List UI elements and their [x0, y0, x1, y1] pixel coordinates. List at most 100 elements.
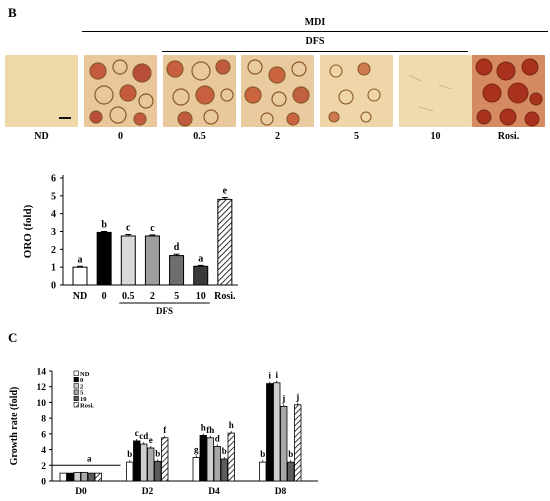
y-tick-label: 4 [51, 209, 56, 220]
micrograph-nd [5, 55, 78, 127]
bar [80, 471, 88, 482]
micrograph-label: 0.5 [193, 131, 206, 142]
y-tick-label: 6 [41, 430, 46, 440]
bar [120, 235, 136, 286]
significance-letter: a [78, 254, 83, 265]
micrograph-2 [241, 55, 314, 127]
y-tick-label: 2 [51, 245, 56, 256]
y-tick-label: 14 [37, 368, 47, 378]
micrograph-0 [84, 55, 157, 127]
y-tick-label: 6 [51, 174, 56, 185]
significance-letter: c [150, 223, 155, 234]
dfs-group-label: DFS [156, 306, 173, 316]
significance-letter: c [126, 223, 131, 234]
y-tick-label: 4 [41, 446, 46, 456]
bar [59, 472, 67, 482]
significance-letter: a [198, 253, 203, 264]
significance-letter: i [275, 370, 278, 380]
y-tick-label: 5 [51, 191, 56, 202]
bar [144, 235, 160, 286]
mdi-line [82, 31, 548, 32]
bar [220, 458, 228, 482]
bar [169, 255, 185, 286]
legend-swatch [73, 395, 79, 402]
y-axis-label: ORO (fold) [22, 204, 34, 258]
significance-letter: f [163, 425, 167, 435]
scale-bar [59, 117, 71, 119]
x-tick-label: 0.5 [122, 291, 135, 302]
bar [154, 460, 162, 482]
y-tick-label: 3 [51, 227, 56, 238]
significance-letter: c [135, 428, 139, 438]
significance-letter: j [281, 393, 285, 403]
bar [140, 443, 148, 482]
bar [199, 435, 207, 482]
significance-letter: b [127, 449, 132, 459]
legend-label: 5 [80, 390, 84, 397]
bar [217, 198, 233, 286]
x-tick-label: 5 [174, 291, 179, 302]
bar [193, 265, 209, 286]
y-tick-label: 8 [41, 415, 46, 425]
significance-letter: e [223, 186, 228, 197]
legend-label: 2 [80, 383, 83, 390]
micrograph-label: 0 [118, 131, 123, 142]
bar [126, 461, 134, 482]
x-tick-label: ND [73, 291, 87, 302]
y-tick-label: 0 [51, 281, 56, 292]
micrograph-label: 5 [354, 131, 359, 142]
x-tick-label: 2 [150, 291, 155, 302]
bar [287, 461, 295, 482]
mdi-header: MDI [304, 17, 326, 28]
bar [72, 266, 88, 286]
legend-label: Rosi. [80, 402, 94, 409]
bar [133, 440, 141, 482]
x-tick-label: 0 [102, 291, 107, 302]
bar [192, 457, 200, 482]
micrograph-label: 2 [275, 131, 280, 142]
y-tick-label: 12 [37, 383, 47, 393]
legend-label: 0 [80, 377, 83, 384]
legend-label: ND [80, 371, 90, 378]
x-tick-label: D8 [275, 487, 287, 497]
legend-swatch [73, 370, 79, 376]
micrograph-rosi [472, 55, 545, 127]
y-tick-label: 10 [37, 399, 47, 409]
micrograph-label: 10 [430, 131, 441, 142]
x-tick-label: D4 [208, 487, 220, 497]
significance-letter: h [229, 420, 234, 430]
bar [87, 472, 95, 482]
significance-letter: d [215, 433, 220, 443]
y-axis-label: Growth rate (fold) [9, 387, 20, 466]
micrograph-10 [399, 55, 472, 127]
bar [73, 471, 81, 482]
dfs-line [162, 51, 468, 52]
bar [66, 472, 74, 482]
significance-letter: b [222, 446, 227, 456]
significance-letter: fh [206, 425, 214, 435]
bar [294, 404, 302, 482]
panel-b-label: B [8, 5, 17, 20]
bar [96, 231, 112, 286]
significance-letter: b [155, 448, 160, 458]
y-tick-label: 2 [41, 462, 46, 472]
x-tick-label: Rosi. [214, 291, 236, 302]
bar [227, 432, 235, 482]
micrograph-label: Rosi. [497, 131, 520, 142]
bar [147, 447, 155, 482]
micrograph-label: ND [34, 131, 49, 142]
significance-letter: d [174, 242, 180, 253]
legend-swatch [73, 402, 79, 408]
significance-letter: b [288, 449, 293, 459]
bar [259, 461, 267, 482]
significance-letter: cd [139, 431, 148, 441]
legend-swatch [73, 383, 79, 389]
bar [266, 383, 274, 482]
bar [273, 382, 281, 482]
micrograph-5 [320, 55, 393, 127]
bar [206, 437, 214, 482]
y-tick-label: 0 [41, 478, 46, 488]
significance-letter: h [201, 422, 206, 432]
d0-group-letter: a [87, 453, 92, 463]
